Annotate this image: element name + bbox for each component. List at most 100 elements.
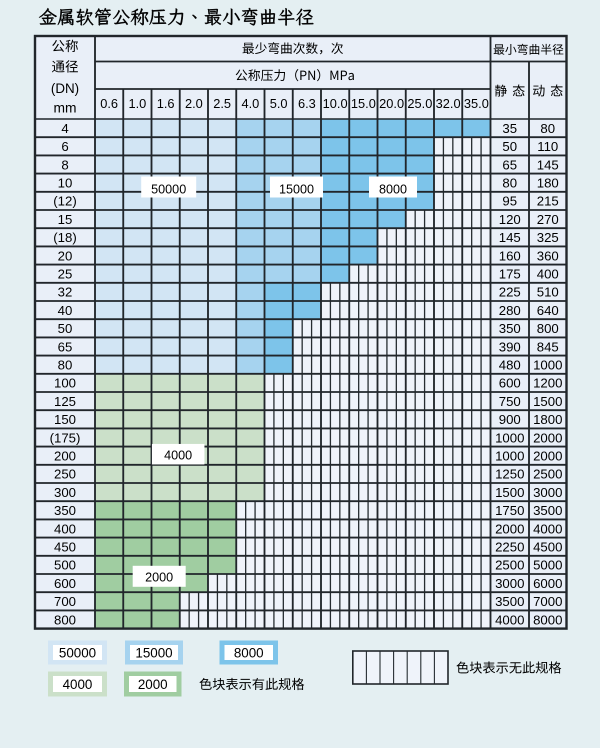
svg-text:35: 35 [502, 121, 517, 136]
svg-text:160: 160 [499, 248, 521, 263]
svg-text:700: 700 [54, 594, 76, 609]
svg-text:15000: 15000 [279, 183, 314, 197]
svg-text:125: 125 [54, 394, 76, 409]
svg-text:1.6: 1.6 [157, 96, 175, 111]
svg-text:1000: 1000 [533, 358, 562, 373]
svg-text:50: 50 [58, 321, 73, 336]
svg-text:300: 300 [54, 485, 76, 500]
svg-text:40: 40 [58, 303, 73, 318]
svg-text:2500: 2500 [533, 467, 562, 482]
svg-text:15: 15 [58, 212, 73, 227]
svg-text:15000: 15000 [135, 645, 172, 660]
svg-text:3500: 3500 [495, 594, 524, 609]
svg-text:350: 350 [499, 321, 521, 336]
svg-text:65: 65 [58, 339, 73, 354]
svg-text:95: 95 [502, 194, 517, 209]
svg-text:20: 20 [58, 248, 73, 263]
svg-text:50: 50 [502, 139, 517, 154]
svg-text:20.0: 20.0 [379, 96, 404, 111]
svg-text:800: 800 [54, 612, 76, 627]
svg-text:800: 800 [537, 321, 559, 336]
svg-text:8: 8 [61, 157, 68, 172]
svg-text:(175): (175) [50, 430, 81, 445]
svg-text:180: 180 [537, 176, 559, 191]
svg-text:1250: 1250 [495, 467, 524, 482]
svg-text:4000: 4000 [164, 449, 192, 463]
svg-text:1750: 1750 [495, 503, 524, 518]
svg-text:2250: 2250 [495, 540, 524, 555]
svg-text:2.0: 2.0 [185, 96, 203, 111]
svg-text:6.3: 6.3 [298, 96, 316, 111]
svg-text:3000: 3000 [533, 485, 562, 500]
svg-text:mm: mm [54, 101, 77, 116]
svg-text:80: 80 [58, 358, 73, 373]
svg-text:250: 250 [54, 467, 76, 482]
svg-text:200: 200 [54, 449, 76, 464]
svg-text:145: 145 [499, 230, 521, 245]
svg-text:50000: 50000 [59, 645, 96, 660]
svg-text:(12): (12) [53, 194, 76, 209]
svg-text:2000: 2000 [533, 449, 562, 464]
svg-text:6000: 6000 [533, 576, 562, 591]
svg-text:400: 400 [54, 521, 76, 536]
svg-text:600: 600 [499, 376, 521, 391]
svg-text:120: 120 [499, 212, 521, 227]
svg-text:10: 10 [58, 176, 73, 191]
svg-text:4: 4 [61, 121, 68, 136]
svg-text:80: 80 [502, 176, 517, 191]
svg-text:500: 500 [54, 558, 76, 573]
svg-text:2000: 2000 [495, 521, 524, 536]
svg-text:400: 400 [537, 267, 559, 282]
svg-text:2.5: 2.5 [213, 96, 231, 111]
svg-text:225: 225 [499, 285, 521, 300]
svg-text:7000: 7000 [533, 594, 562, 609]
svg-text:25.0: 25.0 [407, 96, 432, 111]
svg-text:600: 600 [54, 576, 76, 591]
svg-text:25: 25 [58, 267, 73, 282]
svg-text:8000: 8000 [533, 612, 562, 627]
svg-text:900: 900 [499, 412, 521, 427]
svg-text:1000: 1000 [495, 430, 524, 445]
svg-text:8000: 8000 [234, 645, 264, 660]
svg-text:8000: 8000 [379, 183, 407, 197]
svg-text:80: 80 [540, 121, 555, 136]
svg-text:145: 145 [537, 157, 559, 172]
svg-text:510: 510 [537, 285, 559, 300]
svg-text:(DN): (DN) [51, 81, 79, 96]
svg-text:1.0: 1.0 [128, 96, 146, 111]
svg-text:6: 6 [61, 139, 68, 154]
svg-text:390: 390 [499, 339, 521, 354]
svg-text:4500: 4500 [533, 540, 562, 555]
svg-text:3000: 3000 [495, 576, 524, 591]
svg-text:5.0: 5.0 [270, 96, 288, 111]
svg-text:5000: 5000 [533, 558, 562, 573]
svg-text:2000: 2000 [138, 677, 168, 692]
svg-text:280: 280 [499, 303, 521, 318]
svg-text:750: 750 [499, 394, 521, 409]
svg-text:2000: 2000 [533, 430, 562, 445]
svg-text:845: 845 [537, 339, 559, 354]
svg-text:360: 360 [537, 248, 559, 263]
svg-text:4000: 4000 [533, 521, 562, 536]
svg-text:350: 350 [54, 503, 76, 518]
svg-text:65: 65 [502, 157, 517, 172]
svg-text:(18): (18) [53, 230, 76, 245]
svg-text:0.6: 0.6 [100, 96, 118, 111]
svg-text:4000: 4000 [63, 677, 93, 692]
svg-text:1800: 1800 [533, 412, 562, 427]
svg-text:270: 270 [537, 212, 559, 227]
svg-text:1500: 1500 [495, 485, 524, 500]
svg-text:50000: 50000 [151, 183, 186, 197]
svg-text:215: 215 [537, 194, 559, 209]
svg-text:325: 325 [537, 230, 559, 245]
svg-text:32.0: 32.0 [436, 96, 461, 111]
svg-text:450: 450 [54, 540, 76, 555]
svg-text:1500: 1500 [533, 394, 562, 409]
svg-text:35.0: 35.0 [464, 96, 489, 111]
svg-text:480: 480 [499, 358, 521, 373]
svg-text:3500: 3500 [533, 503, 562, 518]
svg-text:2500: 2500 [495, 558, 524, 573]
svg-text:175: 175 [499, 267, 521, 282]
svg-text:4.0: 4.0 [241, 96, 259, 111]
svg-text:2000: 2000 [145, 571, 173, 585]
